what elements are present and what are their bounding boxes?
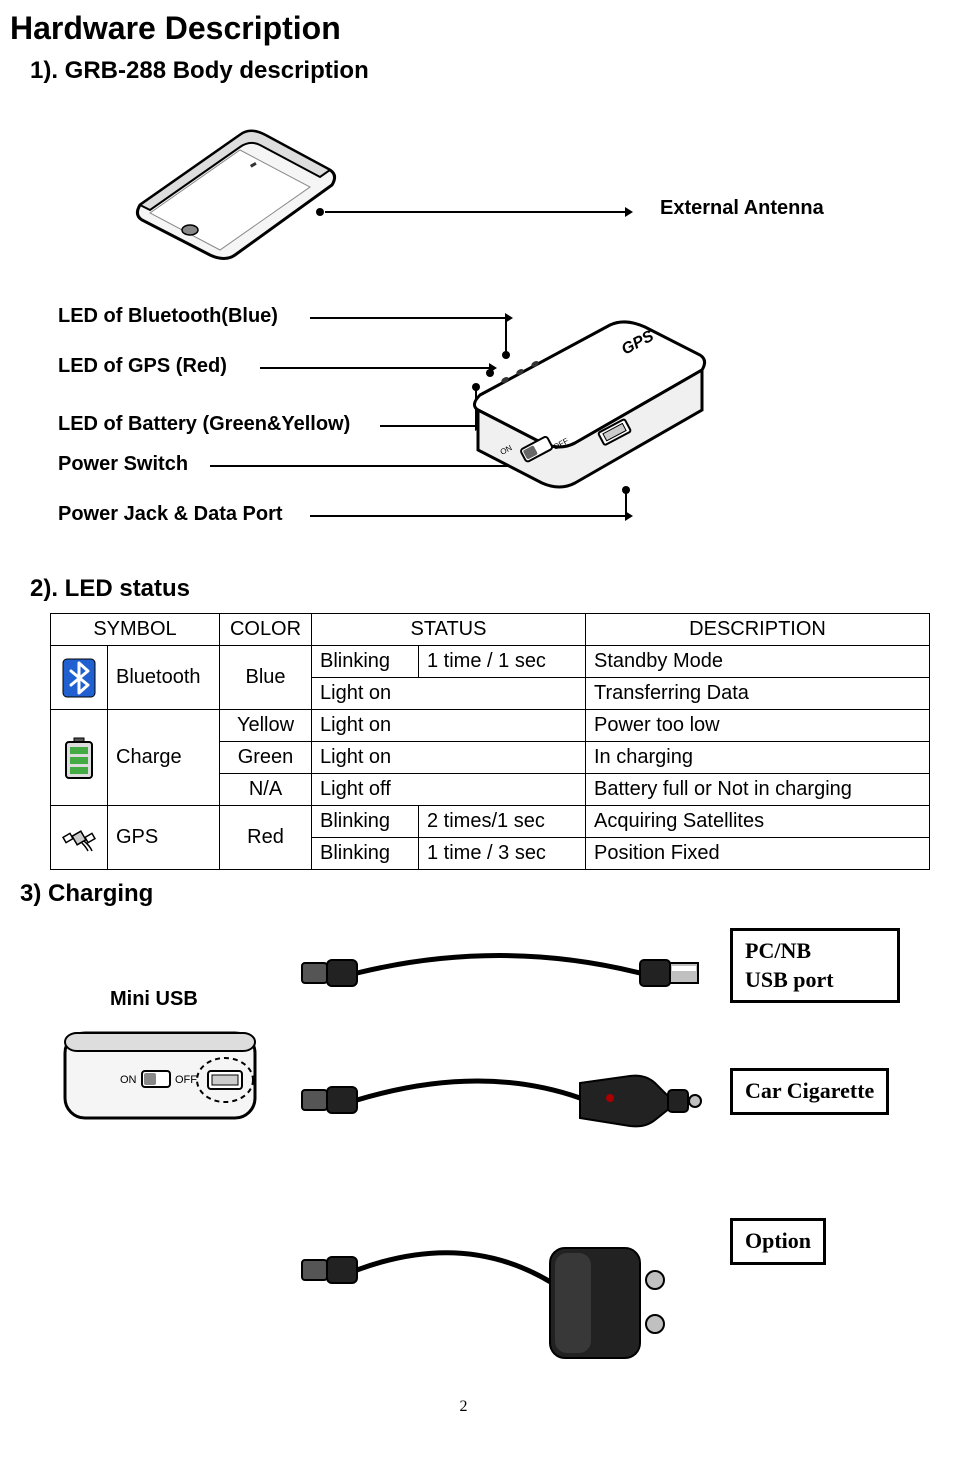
label-led-gps: LED of GPS (Red)	[58, 355, 227, 378]
led-status-table: SYMBOL COLOR STATUS DESCRIPTION Bluetoot…	[50, 613, 930, 870]
sink-pc-nb: PC/NB USB port	[730, 928, 900, 1003]
charge-r2-desc: In charging	[586, 742, 930, 774]
bluetooth-name: Bluetooth	[108, 646, 220, 710]
page-number: 2	[10, 1398, 917, 1416]
battery-icon	[59, 737, 99, 779]
usb-cable-illustration	[300, 928, 700, 1018]
gps-satellite-icon	[59, 821, 99, 855]
bluetooth-icon-cell	[51, 646, 108, 710]
device-top-illustration	[120, 105, 350, 265]
gps-r2-desc: Position Fixed	[586, 838, 930, 870]
sink-car: Car Cigarette	[730, 1068, 889, 1115]
charge-r1-status: Light on	[312, 710, 586, 742]
svg-text:OFF: OFF	[175, 1074, 197, 1086]
mini-usb-label: Mini USB	[110, 988, 198, 1011]
section1-heading: 1). GRB-288 Body description	[30, 57, 917, 85]
charge-r3-status: Light off	[312, 774, 586, 806]
charge-name: Charge	[108, 710, 220, 806]
bluetooth-color: Blue	[220, 646, 312, 710]
header-color: COLOR	[220, 614, 312, 646]
bluetooth-r1-status1: Blinking	[312, 646, 419, 678]
diagram-front-device: LED of Bluetooth(Blue) LED of GPS (Red) …	[10, 295, 917, 565]
header-status: STATUS	[312, 614, 586, 646]
gps-r2-status1: Blinking	[312, 838, 419, 870]
label-power-jack: Power Jack & Data Port	[58, 503, 283, 526]
sink-option: Option	[730, 1218, 826, 1265]
diagram-top-device: External Antenna	[50, 95, 917, 295]
gps-r1-status2: 2 times/1 sec	[419, 806, 586, 838]
charge-r3-desc: Battery full or Not in charging	[586, 774, 930, 806]
bluetooth-r2-desc: Transferring Data	[586, 678, 930, 710]
label-power-switch: Power Switch	[58, 453, 188, 476]
charge-r2-status: Light on	[312, 742, 586, 774]
charge-r1-color: Yellow	[220, 710, 312, 742]
car-charger-illustration	[300, 1048, 700, 1148]
header-description: DESCRIPTION	[586, 614, 930, 646]
external-antenna-label: External Antenna	[660, 197, 824, 220]
bluetooth-r1-status2: 1 time / 1 sec	[419, 646, 586, 678]
antenna-arrow	[325, 211, 625, 213]
charge-r3-color: N/A	[220, 774, 312, 806]
device-mini-illustration: ON OFF	[60, 1023, 260, 1128]
svg-text:ON: ON	[120, 1074, 137, 1086]
gps-r1-status1: Blinking	[312, 806, 419, 838]
section2-heading: 2). LED status	[30, 575, 917, 603]
gps-r2-status2: 1 time / 3 sec	[419, 838, 586, 870]
bluetooth-icon	[59, 658, 99, 698]
device-front-illustration: GPS ON OFF	[450, 315, 710, 545]
gps-icon-cell	[51, 806, 108, 870]
antenna-dot	[316, 208, 324, 216]
charging-diagram: Mini USB ON OFF	[10, 918, 917, 1388]
label-led-bluetooth: LED of Bluetooth(Blue)	[58, 305, 278, 328]
charge-r2-color: Green	[220, 742, 312, 774]
gps-r1-desc: Acquiring Satellites	[586, 806, 930, 838]
bluetooth-r2-status: Light on	[312, 678, 586, 710]
label-led-battery: LED of Battery (Green&Yellow)	[58, 413, 350, 436]
gps-color: Red	[220, 806, 312, 870]
page-title: Hardware Description	[10, 10, 917, 47]
header-symbol: SYMBOL	[51, 614, 220, 646]
section3-heading: 3) Charging	[20, 880, 917, 908]
charge-r1-desc: Power too low	[586, 710, 930, 742]
bluetooth-r1-desc: Standby Mode	[586, 646, 930, 678]
battery-icon-cell	[51, 710, 108, 806]
wall-adapter-illustration	[300, 1198, 700, 1368]
gps-name: GPS	[108, 806, 220, 870]
